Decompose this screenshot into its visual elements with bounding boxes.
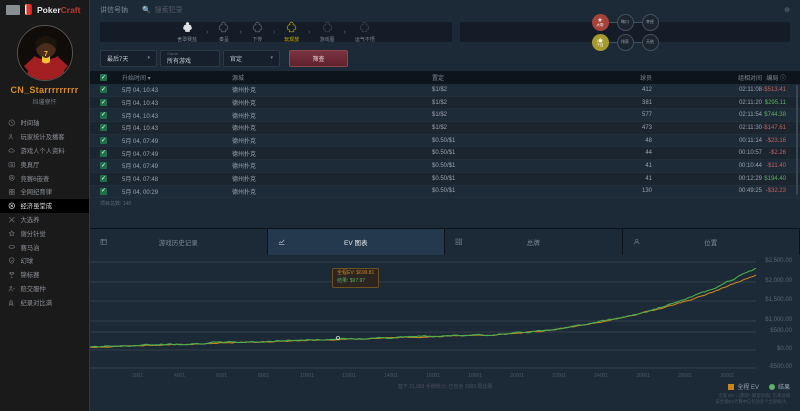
svg-text:7: 7	[44, 51, 48, 58]
